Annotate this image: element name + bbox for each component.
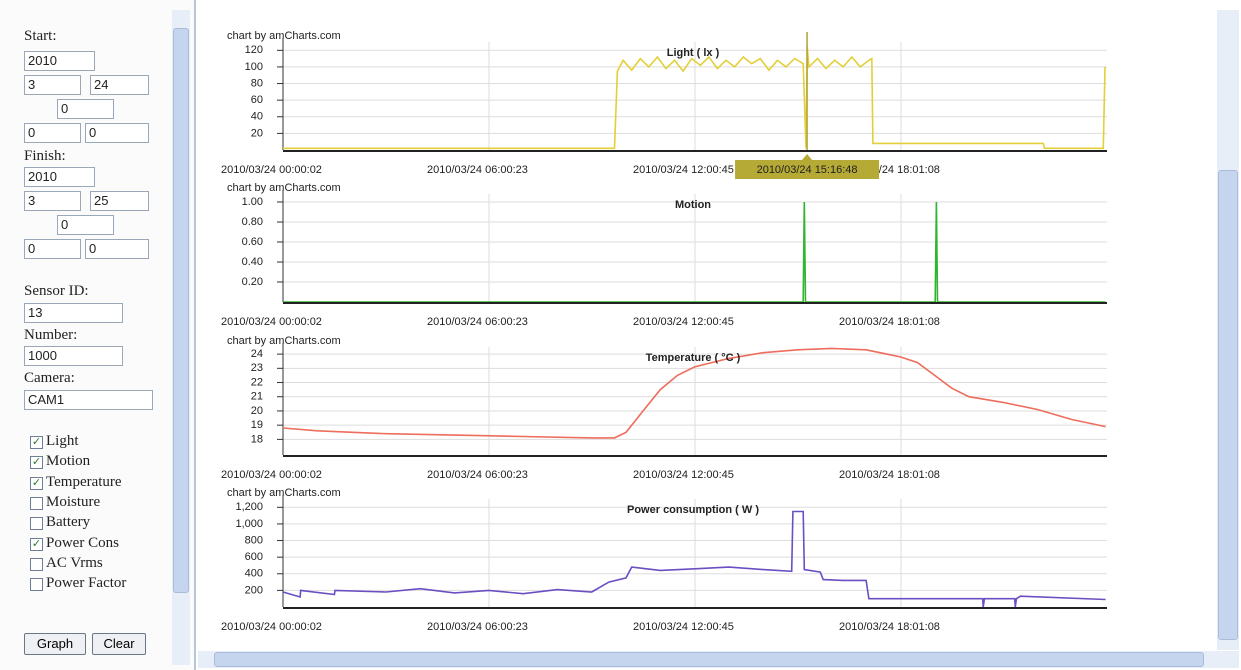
chart-credit: chart by amCharts.com: [227, 335, 341, 347]
chart-credit: chart by amCharts.com: [227, 487, 341, 499]
checkbox[interactable]: [30, 557, 43, 571]
y-tick-label: 20: [251, 405, 263, 417]
sidebar-scroll-thumb[interactable]: [173, 28, 189, 593]
checkbox[interactable]: ✓: [30, 537, 43, 551]
y-tick-label: 23: [251, 362, 263, 374]
checkbox[interactable]: [30, 496, 43, 510]
start-year[interactable]: 2010: [24, 51, 95, 71]
y-tick-label: 1.00: [242, 196, 263, 208]
x-tick-label: 2010/03/24 12:00:45: [633, 469, 734, 481]
chart-title: Motion: [675, 199, 711, 211]
x-tick-label: 2010/03/24 00:00:02: [221, 164, 322, 176]
x-tick-label: 2010/03/24 06:00:23: [427, 621, 528, 633]
y-tick-label: 1,000: [235, 518, 263, 530]
x-tick-label: 2010/03/24 00:00:02: [221, 316, 322, 328]
finish-month[interactable]: 3: [24, 191, 81, 211]
checkbox-label: Temperature: [46, 473, 122, 490]
y-tick-label: 19: [251, 419, 263, 431]
cursor-label-box: [735, 160, 880, 179]
sensor-id-input[interactable]: 13: [24, 303, 123, 323]
y-tick-label: 0.20: [242, 276, 263, 288]
y-tick-label: 600: [245, 551, 263, 563]
clear-button[interactable]: Clear: [92, 633, 146, 655]
data-line: [282, 347, 1106, 439]
horizontal-scroll-thumb[interactable]: [214, 652, 1204, 667]
sidebar: Start: 2010 3 24 0 0 0 Finish: 2010 3 25…: [0, 0, 196, 670]
data-line: [283, 46, 1106, 150]
start-hour[interactable]: 0: [57, 99, 114, 119]
graph-button[interactable]: Graph: [24, 633, 86, 655]
y-tick-label: 20: [251, 127, 263, 139]
checkbox-label: Power Factor: [46, 575, 127, 592]
data-line: [282, 510, 1106, 608]
x-tick-label: 2010/03/24 06:00:23: [427, 164, 528, 176]
number-label: Number:: [24, 327, 78, 343]
y-tick-label: 100: [245, 61, 263, 73]
finish-second[interactable]: 0: [85, 239, 149, 259]
x-tick-label: 2010/03/24 18:01:08: [839, 469, 940, 481]
y-tick-label: 18: [251, 433, 263, 445]
y-tick-label: 40: [251, 111, 263, 123]
start-day[interactable]: 24: [90, 75, 149, 95]
y-tick-label: 22: [251, 376, 263, 388]
finish-year[interactable]: 2010: [24, 167, 95, 187]
checkbox[interactable]: [30, 517, 43, 531]
finish-day[interactable]: 25: [90, 191, 149, 211]
x-tick-label: 2010/03/24 18:01:08: [839, 621, 940, 633]
chart-title: Power consumption ( W ): [627, 504, 759, 516]
checkbox-label: Moisture: [46, 493, 101, 510]
chart-credit: chart by amCharts.com: [227, 182, 341, 194]
start-label: Start:: [24, 28, 57, 44]
cursor-pointer: [802, 154, 813, 160]
start-minute[interactable]: 0: [24, 123, 81, 143]
y-tick-label: 0.80: [242, 216, 263, 228]
checkbox-label: AC Vrms: [46, 554, 103, 571]
start-month[interactable]: 3: [24, 75, 81, 95]
checkbox[interactable]: ✓: [30, 456, 43, 470]
finish-minute[interactable]: 0: [24, 239, 81, 259]
checkbox-label: Light: [46, 433, 79, 449]
y-tick-label: 80: [251, 77, 263, 89]
y-tick-label: 0.60: [242, 236, 263, 248]
charts-background: [198, 0, 1241, 670]
y-tick-label: 1,200: [235, 501, 263, 513]
y-tick-label: 200: [245, 584, 263, 596]
camera-input[interactable]: CAM1: [24, 390, 153, 410]
y-tick-label: 21: [251, 391, 263, 403]
checkbox[interactable]: ✓: [30, 436, 43, 449]
finish-label: Finish:: [24, 148, 66, 164]
x-tick-label: 2010/03/24 12:00:45: [633, 316, 734, 328]
number-input[interactable]: 1000: [24, 346, 123, 366]
y-tick-label: 120: [245, 44, 263, 56]
start-second[interactable]: 0: [85, 123, 149, 143]
x-tick-label: 2010/03/24 00:00:02: [221, 621, 322, 633]
x-tick-label: 2010/03/24 00:00:02: [221, 469, 322, 481]
sensor-id-label: Sensor ID:: [24, 283, 89, 299]
chart-title: Light ( lx ): [667, 47, 720, 59]
checkbox-label: Power Cons: [46, 534, 119, 551]
cursor-label: 2010/03/24 15:16:48: [757, 164, 858, 176]
y-tick-label: 24: [251, 348, 263, 360]
chart-title: Temperature ( °C ): [646, 352, 741, 364]
y-tick-label: 60: [251, 94, 263, 106]
camera-label: Camera:: [24, 370, 75, 386]
finish-hour[interactable]: 0: [57, 215, 114, 235]
checkbox[interactable]: ✓: [30, 476, 43, 490]
x-tick-label: 2010/03/24 12:00:45: [633, 621, 734, 633]
main-scroll-thumb[interactable]: [1218, 170, 1238, 640]
x-tick-label: 2010/03/24 18:01:08: [839, 316, 940, 328]
y-tick-label: 800: [245, 534, 263, 546]
y-tick-label: 400: [245, 568, 263, 580]
x-tick-label: 2010/03/24 12:00:45: [633, 164, 734, 176]
checkbox-label: Motion: [46, 453, 91, 470]
chart-credit: chart by amCharts.com: [227, 30, 341, 42]
checkbox[interactable]: [30, 578, 43, 592]
checkbox-label: Battery: [46, 514, 91, 531]
x-tick-label: 2010/03/24 06:00:23: [427, 316, 528, 328]
x-tick-label: 2010/03/24 06:00:23: [427, 469, 528, 481]
y-tick-label: 0.40: [242, 256, 263, 268]
